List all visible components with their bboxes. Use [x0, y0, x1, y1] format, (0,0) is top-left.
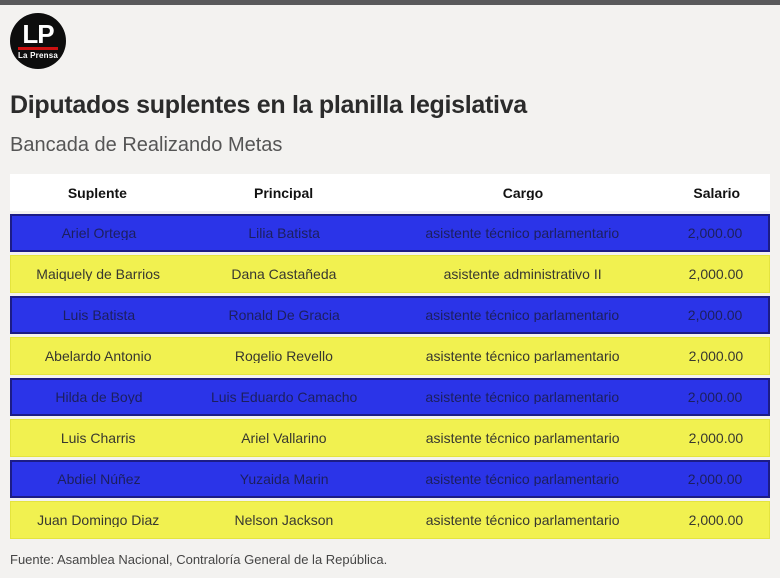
table-row: Ariel Ortega Lilia Batista asistente técni… [10, 214, 770, 252]
table-cell: Dana Castañeda [231, 267, 337, 281]
table-cell: Ronald De Gracia [228, 308, 340, 322]
table-row: Hilda de Boyd Luis Eduardo Camacho asisten… [10, 378, 770, 416]
column-header-salario: Salario [693, 185, 741, 200]
table-cell: Rogelio Revello [234, 349, 333, 363]
table-cell: asistente administrativo II [443, 267, 602, 281]
table-row: Maiquely de Barrios Dana Castañeda asisten… [10, 255, 770, 293]
table-cell: Ariel Vallarino [241, 431, 327, 445]
table-body: Ariel Ortega Lilia Batista asistente técni… [10, 214, 770, 539]
column-header-principal: Principal [254, 185, 314, 200]
table-cell: asistente técnico parlamentario [425, 226, 620, 240]
table-row: Luis Batista Ronald De Gracia asistente té… [10, 296, 770, 334]
table-cell: Yuzaida Marin [239, 472, 329, 486]
table-cell: Ariel Ortega [61, 226, 137, 240]
column-header-cargo: Cargo [502, 185, 544, 200]
table-cell: 2,000.00 [688, 267, 744, 281]
table-cell: 2,000.00 [687, 226, 743, 240]
page-title: Diputados suplentes en la planilla legis… [10, 91, 527, 119]
logo-la-prensa-text: La Prensa [17, 51, 59, 60]
table-cell: Luis Eduardo Camacho [210, 390, 358, 404]
table-cell: Luis Batista [62, 308, 136, 322]
logo-lp-text: LP [22, 19, 54, 49]
table-cell: Hilda de Boyd [55, 390, 143, 404]
table-row: Abdiel Núñez Yuzaida Marin asistente técni… [10, 460, 770, 498]
infographic-root: LP La Prensa Diputados suplentes en la p… [0, 13, 780, 567]
table-cell: asistente técnico parlamentario [425, 349, 620, 363]
table-row: Abelardo Antonio Rogelio Revello asistente… [10, 337, 770, 375]
page-subtitle: Bancada de Realizando Metas [10, 134, 283, 156]
table-cell: asistente técnico parlamentario [425, 472, 620, 486]
table-cell: Abdiel Núñez [57, 472, 141, 486]
table-row: Luis Charris Ariel Vallarino asistente téc… [10, 419, 770, 457]
table-cell: Nelson Jackson [234, 513, 334, 527]
column-header-suplente: Suplente [67, 185, 127, 200]
table-cell: asistente técnico parlamentario [425, 308, 620, 322]
table-cell: 2,000.00 [687, 472, 743, 486]
table-cell: asistente técnico parlamentario [425, 513, 620, 527]
table-cell: 2,000.00 [687, 308, 743, 322]
top-border-bar [0, 0, 780, 5]
table-cell: 2,000.00 [688, 513, 744, 527]
table-cell: Juan Domingo Diaz [37, 513, 160, 527]
table-cell: 2,000.00 [688, 431, 744, 445]
table-cell: Abelardo Antonio [44, 349, 152, 363]
table-cell: asistente técnico parlamentario [425, 431, 620, 445]
table-cell: 2,000.00 [687, 390, 743, 404]
table-cell: asistente técnico parlamentario [425, 390, 620, 404]
table-cell: Lilia Batista [248, 226, 320, 240]
table-header-row: Suplente Principal Cargo Salario [10, 174, 770, 211]
table-cell: Maiquely de Barrios [36, 267, 161, 281]
table-cell: Luis Charris [60, 431, 136, 445]
salary-table: Suplente Principal Cargo Salario Ariel O… [10, 174, 770, 539]
logo-red-bar [18, 47, 58, 50]
source-note: Fuente: Asamblea Nacional, Contraloría G… [10, 552, 388, 567]
table-row: Juan Domingo Diaz Nelson Jackson asistente… [10, 501, 770, 539]
table-cell: 2,000.00 [688, 349, 744, 363]
la-prensa-logo: LP La Prensa [10, 13, 66, 69]
